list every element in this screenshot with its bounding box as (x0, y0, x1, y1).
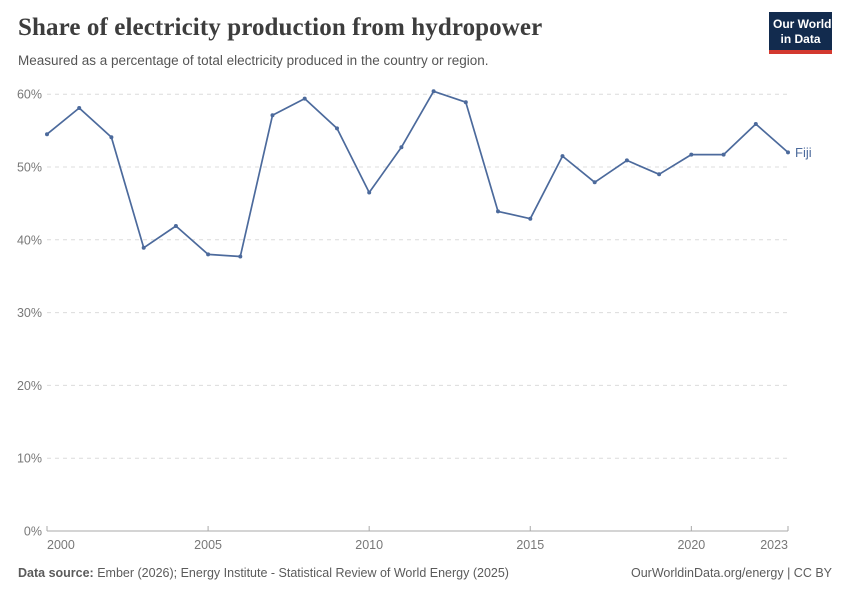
data-source: Data source: Ember (2026); Energy Instit… (18, 566, 509, 580)
y-axis-tick-label: 60% (17, 88, 42, 102)
data-point[interactable] (367, 190, 372, 195)
y-axis-tick-label: 0% (24, 525, 42, 539)
data-point[interactable] (624, 158, 629, 163)
series-end-label[interactable]: Fiji (795, 145, 812, 160)
data-point[interactable] (560, 154, 565, 159)
series-line-fiji[interactable] (46, 90, 789, 258)
data-source-label: Data source: (18, 566, 94, 580)
data-point[interactable] (141, 245, 146, 250)
data-point[interactable] (173, 224, 178, 228)
y-axis-tick-label: 20% (17, 379, 42, 393)
data-point[interactable] (689, 152, 694, 157)
data-point[interactable] (238, 254, 243, 259)
data-point[interactable] (270, 113, 275, 118)
data-point[interactable] (431, 89, 436, 94)
chart-footer: Data source: Ember (2026); Energy Instit… (18, 566, 832, 580)
owid-logo-line1: Our World (773, 17, 832, 31)
data-point[interactable] (335, 126, 339, 131)
page-title: Share of electricity production from hyd… (18, 14, 543, 41)
y-axis-tick-label: 30% (17, 306, 42, 320)
data-point[interactable] (77, 106, 82, 110)
data-point[interactable] (721, 152, 726, 157)
data-point[interactable] (786, 150, 790, 155)
data-point[interactable] (302, 96, 307, 101)
y-axis-tick-label: 50% (17, 161, 42, 175)
data-point[interactable] (753, 122, 758, 126)
data-point[interactable] (657, 172, 662, 177)
chart-subtitle: Measured as a percentage of total electr… (18, 53, 489, 68)
data-point[interactable] (528, 216, 533, 221)
x-axis-tick-label: 2005 (194, 538, 222, 552)
x-axis-tick-label: 2010 (355, 538, 383, 552)
x-axis-tick-label: 2015 (516, 538, 544, 552)
data-point[interactable] (45, 132, 49, 137)
y-axis-tick-label: 40% (17, 233, 42, 247)
data-point[interactable] (399, 145, 404, 150)
data-point[interactable] (463, 100, 468, 105)
owid-logo: Our World in Data (769, 12, 832, 55)
x-axis-tick-label: 2020 (677, 538, 705, 552)
data-point[interactable] (496, 209, 500, 214)
y-axis-tick-label: 10% (17, 452, 42, 466)
data-point[interactable] (206, 252, 211, 257)
x-axis-tick-label: 2000 (47, 538, 75, 552)
data-source-text: Ember (2026); Energy Institute - Statist… (93, 566, 509, 580)
data-point[interactable] (592, 180, 597, 185)
credit-link[interactable]: OurWorldinData.org/energy | CC BY (630, 566, 832, 580)
x-axis-tick-label: 2023 (760, 538, 788, 552)
data-point[interactable] (109, 135, 114, 140)
owid-logo-line2: in Data (780, 31, 821, 46)
